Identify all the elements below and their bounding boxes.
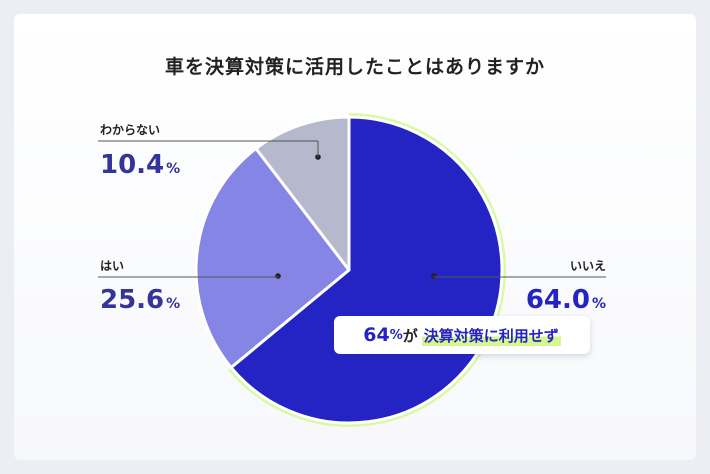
slice-value-unit-unknown: % bbox=[166, 161, 180, 177]
slice-value-unknown: 10.4% bbox=[100, 150, 180, 180]
pie-labels: いいえ 64.0 % はい 25.6 % わからない 10.4% bbox=[98, 123, 606, 315]
pie-slice-unknown bbox=[254, 115, 351, 272]
callout-particle: が bbox=[402, 326, 418, 345]
slice-value-number-yes: 25.6 bbox=[100, 285, 164, 315]
callout-percent-sign: % bbox=[389, 327, 403, 343]
pie-slice-yes bbox=[194, 147, 351, 370]
slice-value-no: 64.0% bbox=[526, 285, 606, 315]
callout-highlight-text: 決算対策に利用せず bbox=[421, 324, 561, 346]
slice-label-unknown: わからない bbox=[100, 123, 160, 137]
chart-title: 車を決算対策に活用したことはありますか bbox=[164, 56, 545, 78]
slice-value-number-unknown: 10.4 bbox=[100, 150, 164, 180]
pie-slices bbox=[194, 113, 506, 427]
slice-value-unit-yes: % bbox=[166, 296, 180, 312]
slice-value-unit-no: % bbox=[592, 296, 606, 312]
summary-callout: 64 % が 決算対策に利用せず bbox=[334, 316, 590, 354]
slice-value-yes: 25.6% bbox=[100, 285, 180, 315]
slice-label-yes: はい bbox=[100, 259, 124, 273]
slice-label-no: いいえ bbox=[570, 259, 606, 273]
callout-percentage: 64 bbox=[363, 324, 390, 346]
slice-value-number-no: 64.0 bbox=[526, 285, 590, 315]
